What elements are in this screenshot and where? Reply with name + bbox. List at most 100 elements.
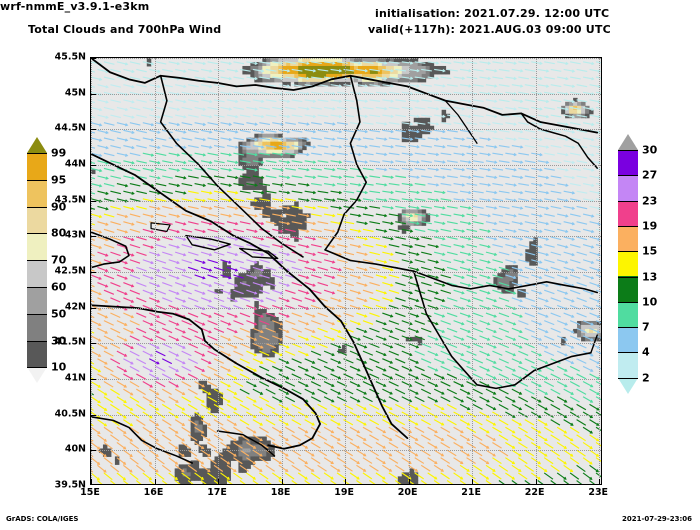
colorbar-segment <box>618 225 638 252</box>
colorbar-tick <box>618 251 638 253</box>
gridline-vertical <box>472 58 474 484</box>
gridline-horizontal <box>91 343 601 345</box>
y-axis-tick-label: 41.5N <box>54 336 86 348</box>
colorbar-tick-label: 23 <box>642 194 658 208</box>
y-axis-tick-label: 45.5N <box>54 51 86 63</box>
colorbar-segment <box>618 200 638 226</box>
x-axis-tick <box>218 479 220 484</box>
colorbar-tick-label: 80 <box>51 226 67 240</box>
colorbar-tick-label: 2 <box>642 371 650 385</box>
y-axis-tick <box>91 200 96 202</box>
gridline-vertical <box>535 58 537 484</box>
colorbar-tick <box>27 206 47 208</box>
colorbar-segment <box>27 340 47 368</box>
colorbar-tick <box>618 377 638 379</box>
gridline-vertical <box>599 58 601 484</box>
gridline-horizontal <box>91 414 601 416</box>
colorbar-tick-label: 30 <box>51 334 67 348</box>
gridline-vertical <box>154 58 156 484</box>
colorbar-tick-label: 27 <box>642 168 658 182</box>
gridline-horizontal <box>91 450 601 452</box>
cloud-cover-colorbar: 99 95 90 80 70 60 50 30 10 <box>27 137 66 384</box>
y-axis-tick <box>91 129 96 131</box>
x-axis-tick <box>472 479 474 484</box>
colorbar-bottom-arrow <box>618 377 638 394</box>
x-axis-tick-label: 15E <box>80 487 100 498</box>
colorbar-segment <box>618 352 638 378</box>
colorbar-tick-label: 90 <box>51 200 67 214</box>
colorbar-segment <box>618 251 638 277</box>
colorbar-segment <box>618 276 638 302</box>
valid-time: valid(+117h): 2021.AUG.03 09:00 UTC <box>368 23 611 36</box>
x-axis-tick <box>535 479 537 484</box>
colorbar-tick-label: 13 <box>642 270 658 283</box>
colorbar-top-arrow <box>27 137 47 153</box>
gridline-horizontal <box>91 165 601 166</box>
y-axis-tick-label: 40.5N <box>54 408 86 420</box>
x-axis-tick-label: 21E <box>461 487 481 498</box>
colorbar-segment <box>27 206 47 234</box>
colorbar-tick <box>618 225 638 227</box>
y-axis-tick <box>91 236 96 238</box>
x-axis-tick <box>154 479 156 484</box>
y-axis-tick-label: 39.5N <box>54 479 86 491</box>
y-axis-tick <box>91 307 96 309</box>
y-axis-tick <box>91 379 96 380</box>
colorbar-tick-label: 30 <box>642 143 658 157</box>
gridline-horizontal <box>91 236 601 238</box>
y-axis-tick <box>91 272 96 273</box>
y-axis-tick <box>91 414 96 416</box>
colorbar-segment <box>618 327 638 353</box>
colorbar-segment <box>618 150 638 176</box>
initialisation-time: initialisation: 2021.07.29. 12:00 UTC <box>375 7 610 20</box>
y-axis-tick-label: 40N <box>64 443 86 455</box>
x-axis-tick-label: 23E <box>588 487 609 498</box>
gridline-vertical <box>218 58 220 484</box>
colorbar-tick <box>618 150 638 151</box>
x-axis-tick-label: 18E <box>270 487 291 498</box>
colorbar-tick-label: 99 <box>51 146 67 160</box>
colorbar-segment <box>618 301 638 328</box>
colorbar-tick <box>618 276 638 278</box>
colorbar-segment <box>27 313 47 341</box>
colorbar-tick <box>618 327 638 329</box>
colorbar-segment <box>27 233 47 261</box>
field-title: Total Clouds and 700hPa Wind <box>28 23 222 36</box>
colorbar-segment <box>27 286 47 314</box>
colorbar-tick-label: 50 <box>51 307 67 321</box>
colorbar-tick <box>27 179 47 181</box>
x-axis-tick <box>599 479 601 484</box>
y-axis-tick-label: 41N <box>64 372 86 384</box>
gridline-vertical <box>408 58 410 484</box>
colorbar-tick-label: 10 <box>51 360 67 374</box>
model-title: wrf-nmmE_v3.9.1-e3km <box>0 0 150 13</box>
colorbar-tick-label: 15 <box>642 244 658 258</box>
colorbar-tick-label: 10 <box>642 295 658 309</box>
x-axis-tick-label: 22E <box>524 487 545 498</box>
colorbar-tick-label: 70 <box>51 253 67 267</box>
map-plot-area[interactable] <box>90 57 602 485</box>
x-axis-tick-label: 16E <box>143 487 164 498</box>
x-axis-tick-label: 20E <box>397 487 418 498</box>
y-axis-tick-label: 42.5N <box>54 265 86 277</box>
wind-speed-colorbar: 30 27 23 19 15 13 10 7 4 2 <box>618 134 657 394</box>
colorbar-tick <box>618 200 638 202</box>
y-axis-tick-label: 44N <box>64 158 86 170</box>
grads-credit: GrADS: COLA/IGES <box>6 515 79 523</box>
gridline-vertical <box>91 58 92 484</box>
gridline-horizontal <box>91 200 601 202</box>
gridline-horizontal <box>91 93 601 95</box>
colorbar-tick <box>27 340 47 342</box>
colorbar-tick <box>27 367 47 369</box>
y-axis-tick <box>91 165 96 166</box>
colorbar-segment <box>618 175 638 201</box>
colorbar-segment <box>27 153 47 180</box>
y-axis-tick-label: 43N <box>64 229 86 241</box>
gridline-horizontal <box>91 307 601 309</box>
y-axis-tick <box>91 58 96 59</box>
colorbar-segment <box>27 179 47 207</box>
y-axis-tick <box>91 93 96 95</box>
y-axis-tick <box>91 450 96 452</box>
colorbar-tick <box>27 287 47 288</box>
gridline-horizontal <box>91 129 601 131</box>
